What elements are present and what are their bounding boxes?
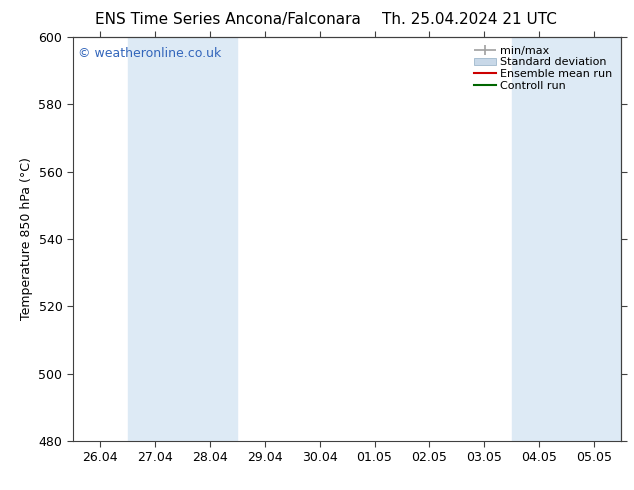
- Text: ENS Time Series Ancona/Falconara: ENS Time Series Ancona/Falconara: [95, 12, 361, 27]
- Text: © weatheronline.co.uk: © weatheronline.co.uk: [79, 47, 222, 60]
- Bar: [567, 37, 621, 441]
- Bar: [183, 37, 237, 441]
- Bar: [512, 37, 567, 441]
- Y-axis label: Temperature 850 hPa (°C): Temperature 850 hPa (°C): [20, 157, 33, 320]
- Text: Th. 25.04.2024 21 UTC: Th. 25.04.2024 21 UTC: [382, 12, 557, 27]
- Bar: [128, 37, 183, 441]
- Legend: min/max, Standard deviation, Ensemble mean run, Controll run: min/max, Standard deviation, Ensemble me…: [470, 42, 616, 94]
